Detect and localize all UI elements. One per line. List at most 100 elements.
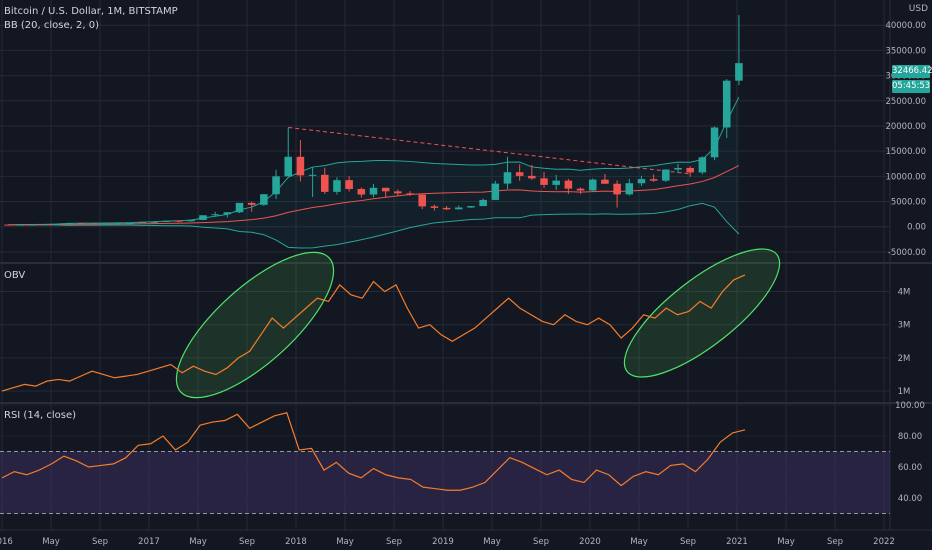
candle-body (735, 63, 743, 81)
candle-body (576, 188, 585, 191)
rsi-y-tick-label: 40.00 (898, 494, 922, 504)
price-y-tick-label: 35000.00 (885, 46, 926, 56)
candle-body (406, 193, 414, 195)
candle-body (53, 224, 61, 226)
candle-body (247, 202, 256, 205)
x-tick-label: 2019 (432, 537, 454, 547)
candle-body (430, 206, 439, 208)
x-tick-label: Sep (386, 537, 402, 547)
candle-body (40, 224, 49, 226)
candle-body (503, 172, 512, 184)
candle-body (442, 207, 451, 210)
candle-body (150, 221, 159, 223)
candle-body (357, 188, 366, 195)
candle-body (138, 221, 146, 224)
candle-body (199, 215, 207, 220)
candle-body (613, 183, 621, 195)
price-y-tick-label: 40000.00 (885, 21, 926, 31)
bb-lower-line (8, 202, 740, 249)
candle-body (211, 214, 219, 216)
price-y-tick-label: 20000.00 (885, 122, 926, 132)
candle-body (260, 194, 268, 205)
candle-body (162, 220, 171, 222)
candle-body (588, 179, 597, 191)
rsi-line (1, 412, 746, 491)
candle-body (467, 206, 475, 208)
x-tick-label: May (483, 537, 501, 547)
x-tick-label: 2017 (138, 537, 160, 547)
candle-body (394, 191, 402, 194)
candle-body (65, 223, 73, 225)
rsi-band-fill (0, 451, 890, 514)
candle-body (552, 180, 560, 185)
rsi-y-tick-label: 60.00 (898, 463, 922, 473)
x-tick-label: 2016 (0, 537, 13, 547)
rsi-y-tick-label: 80.00 (898, 432, 922, 442)
candle-body (515, 172, 524, 176)
x-tick-label: May (42, 537, 60, 547)
candle-body (77, 223, 85, 225)
candle-body (540, 178, 548, 185)
candle-body (4, 224, 12, 226)
price-y-tick-label: 0.00 (907, 223, 926, 233)
candle-body (284, 156, 293, 177)
candle-body (637, 179, 646, 184)
last-price-tag: 32466.42 (892, 65, 932, 78)
candle-body (564, 180, 573, 189)
x-tick-label: Sep (533, 537, 549, 547)
candle-body (722, 80, 731, 128)
x-tick-label: 2020 (579, 537, 601, 547)
candle-body (235, 202, 244, 213)
rsi-pane-label: RSI (14, close) (4, 410, 77, 421)
candle-body (308, 174, 317, 176)
highlight-ellipse (175, 251, 335, 399)
x-tick-label: May (336, 537, 354, 547)
candle-body (28, 224, 37, 226)
obv-y-tick-label: 2M (898, 354, 911, 364)
candle-body (674, 167, 682, 170)
candle-body (187, 219, 195, 222)
candle-body (101, 223, 110, 225)
x-tick-label: Sep (239, 537, 255, 547)
x-tick-label: Sep (680, 537, 696, 547)
price-y-tick-label: 10000.00 (885, 172, 926, 182)
candle-body (528, 175, 536, 179)
obv-line (1, 274, 746, 392)
x-tick-label: May (189, 537, 207, 547)
price-y-tick-label: 25000.00 (885, 97, 926, 107)
candle-body (698, 157, 707, 173)
obv-y-tick-label: 3M (898, 321, 911, 331)
x-tick-label: Sep (827, 537, 843, 547)
candle-body (454, 207, 463, 210)
candle-body (369, 187, 378, 195)
x-tick-label: May (777, 537, 795, 547)
candle-body (491, 183, 500, 200)
x-tick-label: May (630, 537, 648, 547)
candle-body (113, 223, 122, 225)
x-tick-label: Sep (92, 537, 108, 547)
price-y-tick-label: -5000.00 (888, 248, 926, 258)
trendline (288, 126, 691, 175)
candle-body (649, 179, 658, 181)
price-y-tick-label: 15000.00 (885, 147, 926, 157)
candle-body (223, 212, 232, 215)
candle-body (601, 179, 609, 184)
candle-body (16, 224, 25, 226)
candle-body (662, 169, 670, 181)
candle-body (625, 183, 634, 195)
x-tick-label: 2021 (726, 537, 748, 547)
candle-body (345, 180, 353, 189)
candle-body (126, 223, 134, 225)
symbol-title: Bitcoin / U.S. Dollar, 1M, BITSTAMP (4, 6, 178, 17)
currency-label: USD (908, 4, 928, 14)
obv-y-tick-label: 4M (898, 288, 911, 298)
countdown-tag: 05:45:53 (892, 80, 931, 93)
highlight-ellipse (623, 248, 781, 378)
candle-body (272, 176, 280, 195)
x-tick-label: 2022 (873, 537, 895, 547)
candle-body (710, 127, 719, 158)
bb-upper-line (8, 96, 740, 226)
candle-body (296, 156, 305, 176)
x-tick-label: 2018 (285, 537, 307, 547)
